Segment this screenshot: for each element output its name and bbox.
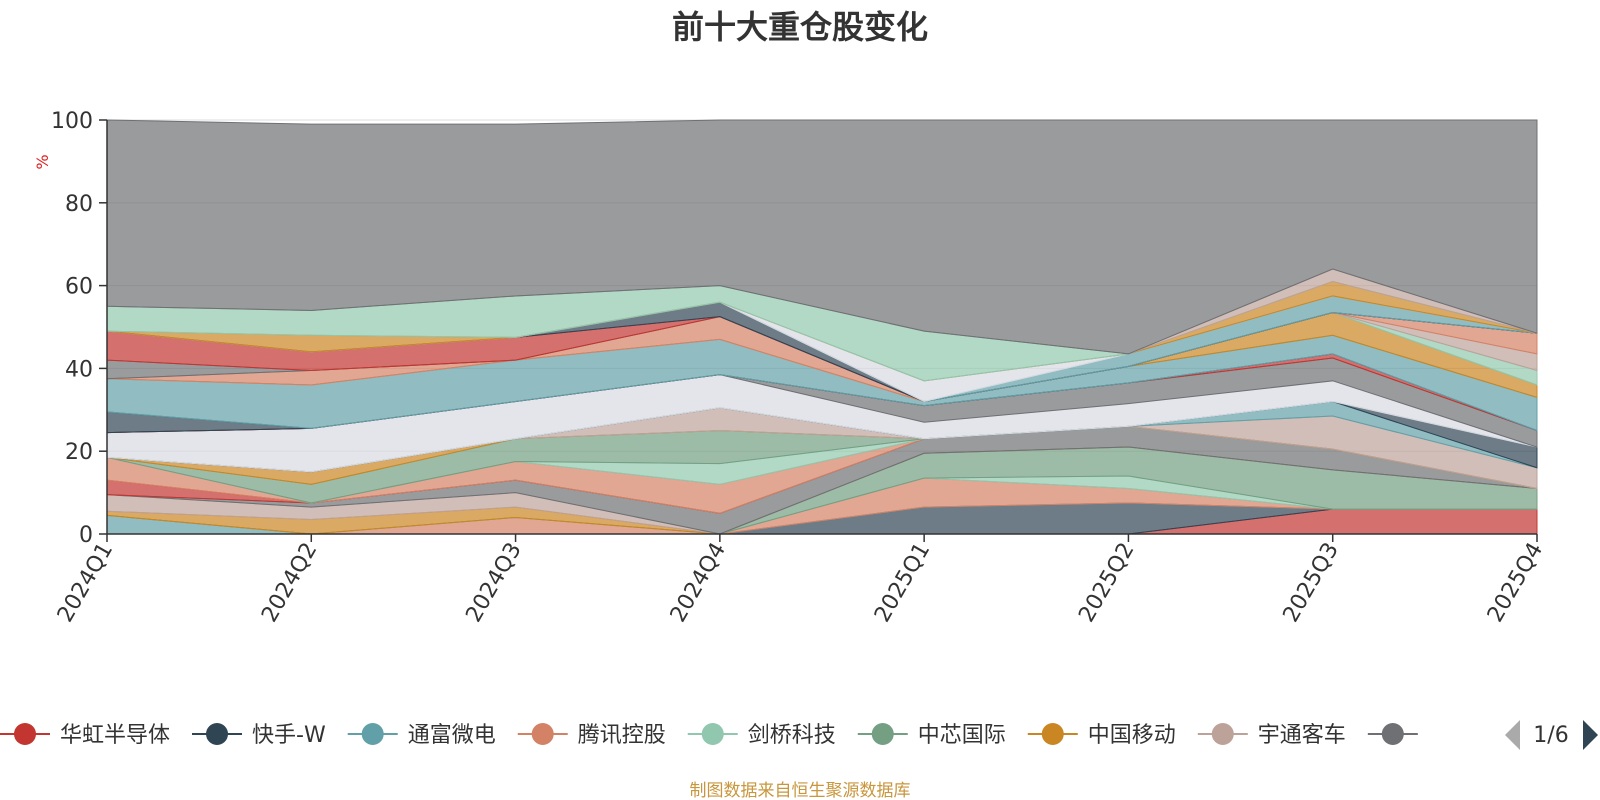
x-tick-label: 2025Q1 — [870, 539, 935, 627]
area-series-35 — [106, 119, 1538, 355]
legend-marker-icon — [871, 723, 894, 745]
x-tick-label: 2025Q2 — [1074, 539, 1139, 627]
legend-label: 腾讯控股 — [578, 723, 666, 748]
legend-label: 快手-W — [252, 723, 326, 748]
legend-item[interactable]: 中芯国际 — [857, 723, 1006, 748]
legend-marker-icon — [701, 723, 724, 745]
y-tick-label: 80 — [65, 192, 93, 217]
stacked-area-series — [106, 119, 1538, 535]
legend-marker-icon — [1041, 723, 1064, 745]
legend-label: 华虹半导体 — [60, 723, 170, 748]
legend-label: 剑桥科技 — [748, 723, 836, 748]
chart-title: 前十大重仓股变化 — [672, 8, 928, 46]
y-axis-ticks: 0 20 40 60 80 100 — [51, 109, 107, 548]
x-tick-label: 2024Q1 — [53, 539, 118, 627]
legend-page-indicator: 1/6 — [1533, 723, 1568, 748]
legend-marker-icon — [1211, 723, 1234, 745]
legend-prev-arrow-icon[interactable] — [1505, 720, 1520, 750]
x-axis-ticks: 2024Q1 2024Q2 2024Q3 2024Q4 2025Q1 2025Q2 2025… — [53, 534, 1548, 627]
axes — [106, 120, 1537, 535]
legend-item[interactable]: 剑桥科技 — [687, 723, 836, 748]
y-tick-label: 100 — [51, 109, 93, 134]
legend-marker-icon — [206, 723, 229, 745]
x-tick-label: 2024Q4 — [666, 539, 731, 627]
legend-marker-icon — [1381, 723, 1404, 745]
y-tick-label: 60 — [65, 275, 93, 300]
legend-marker-icon — [14, 723, 36, 745]
y-axis-unit-label: % — [33, 154, 52, 169]
legend: 华虹半导体 快手-W 通富微电 腾讯控股 剑桥科技 中芯国际 中国移动 宇通客车 — [0, 723, 1418, 748]
y-tick-label: 40 — [65, 357, 93, 382]
legend-marker-icon — [531, 723, 554, 745]
legend-label: 通富微电 — [408, 723, 496, 748]
x-tick-label: 2024Q3 — [461, 539, 526, 627]
legend-label: 中国移动 — [1088, 723, 1176, 748]
legend-label: 中芯国际 — [918, 723, 1006, 748]
legend-pager: 1/6 — [1505, 720, 1598, 750]
legend-marker-icon — [361, 723, 384, 745]
legend-label: 宇通客车 — [1258, 723, 1346, 748]
y-tick-label: 20 — [65, 440, 93, 465]
legend-next-arrow-icon[interactable] — [1583, 720, 1598, 750]
legend-item[interactable]: 腾讯控股 — [517, 723, 666, 748]
y-tick-label: 0 — [79, 523, 93, 548]
legend-item[interactable]: 通富微电 — [347, 723, 496, 748]
legend-item[interactable]: 华虹半导体 — [0, 723, 170, 748]
legend-item[interactable]: 宇通客车 — [1197, 723, 1346, 748]
x-tick-label: 2025Q3 — [1279, 539, 1344, 627]
x-tick-label: 2025Q4 — [1483, 539, 1548, 627]
data-source-note: 制图数据来自恒生聚源数据库 — [690, 781, 911, 800]
legend-item[interactable]: 中国移动 — [1027, 723, 1176, 748]
x-tick-label: 2024Q2 — [257, 539, 322, 627]
legend-item[interactable] — [1367, 723, 1418, 745]
legend-item[interactable]: 快手-W — [192, 723, 326, 748]
